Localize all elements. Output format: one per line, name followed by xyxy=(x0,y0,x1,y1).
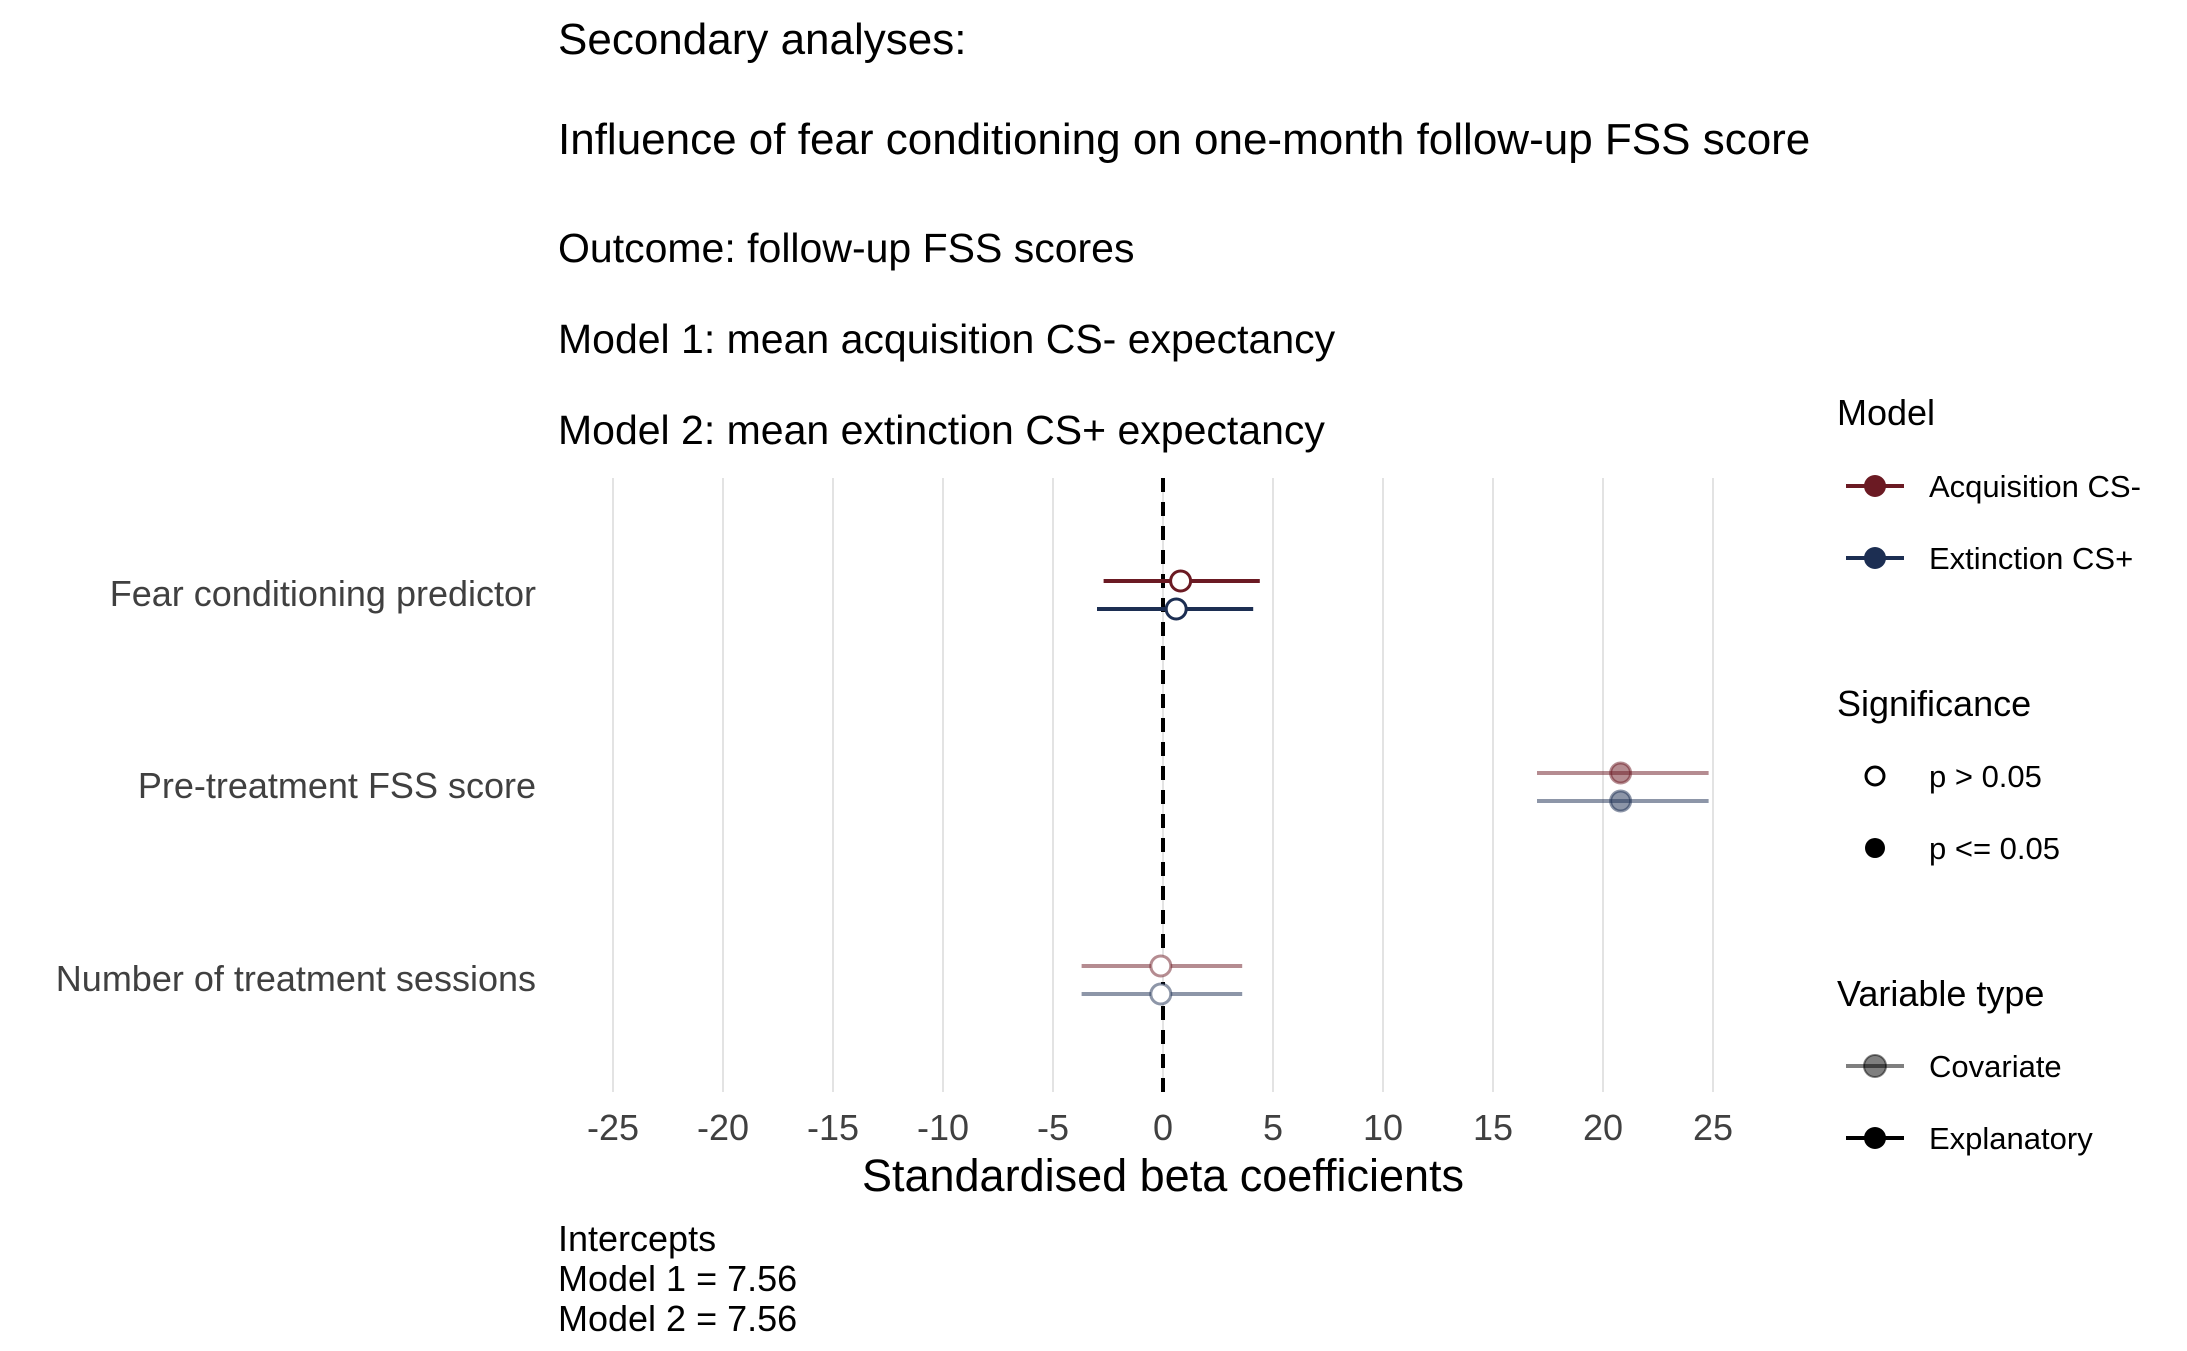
caption-intercept-model-1: Model 1 = 7.56 xyxy=(558,1258,797,1299)
x-tick-label: 20 xyxy=(1583,1107,1623,1148)
legend-variable-type: Variable type Covariate Explanatory xyxy=(1837,973,2093,1156)
legend-key-open-circle xyxy=(1864,765,1886,787)
subtitle-model-1: Model 1: mean acquisition CS- expectancy xyxy=(558,316,1336,362)
point-estimate-1-3 xyxy=(1149,954,1173,978)
chart-subtitle: Influence of fear conditioning on one-mo… xyxy=(558,115,1810,164)
point-estimate-2-3 xyxy=(1149,982,1173,1006)
x-tick-label: -20 xyxy=(697,1107,749,1148)
x-tick-label: 10 xyxy=(1363,1107,1403,1148)
legend-label-acquisition: Acquisition CS- xyxy=(1929,469,2141,504)
legend-key-filled-circle xyxy=(1865,838,1885,858)
legend-model-title: Model xyxy=(1837,392,1935,433)
legend-label-not-significant: p > 0.05 xyxy=(1929,759,2042,794)
legend-label-significant: p <= 0.05 xyxy=(1929,831,2060,866)
chart-title: Secondary analyses: xyxy=(558,15,966,64)
legend-key-dot-acquisition xyxy=(1864,475,1886,497)
subtitle-outcome: Outcome: follow-up FSS scores xyxy=(558,225,1134,271)
legend-label-covariate: Covariate xyxy=(1929,1049,2062,1084)
x-tick-label: -15 xyxy=(807,1107,859,1148)
x-tick-label: 0 xyxy=(1153,1107,1173,1148)
y-tick-label-fear-conditioning: Fear conditioning predictor xyxy=(110,573,536,614)
y-tick-label-treatment-sessions: Number of treatment sessions xyxy=(56,958,536,999)
x-tick-label: -5 xyxy=(1037,1107,1069,1148)
subtitle-model-2: Model 2: mean extinction CS+ expectancy xyxy=(558,407,1325,453)
plot-marks xyxy=(1081,569,1709,1006)
legend-significance: Significance p > 0.05 p <= 0.05 xyxy=(1837,683,2060,866)
point-estimate-2-1 xyxy=(1164,597,1188,621)
legend-label-extinction: Extinction CS+ xyxy=(1929,541,2133,576)
x-tick-label: 25 xyxy=(1693,1107,1733,1148)
x-axis-ticks: -25 -20 -15 -10 -5 0 5 10 15 20 25 xyxy=(587,1107,1733,1148)
legend-significance-title: Significance xyxy=(1837,683,2031,724)
legend-label-explanatory: Explanatory xyxy=(1929,1121,2093,1156)
legend-key-dot-extinction xyxy=(1864,547,1886,569)
x-tick-label: 5 xyxy=(1263,1107,1283,1148)
y-tick-label-pretreatment-fss: Pre-treatment FSS score xyxy=(138,765,536,806)
caption-intercept-model-2: Model 2 = 7.56 xyxy=(558,1298,797,1339)
caption-intercepts-heading: Intercepts xyxy=(558,1218,716,1259)
legend-key-dot-covariate xyxy=(1863,1054,1887,1078)
legend-key-dot-explanatory xyxy=(1864,1127,1886,1149)
x-tick-label: -10 xyxy=(917,1107,969,1148)
x-tick-label: 15 xyxy=(1473,1107,1513,1148)
x-axis-label: Standardised beta coefficients xyxy=(862,1150,1464,1201)
point-estimate-1-1 xyxy=(1169,569,1193,593)
legend-variable-type-title: Variable type xyxy=(1837,973,2044,1014)
x-tick-label: -25 xyxy=(587,1107,639,1148)
point-estimate-1-2 xyxy=(1609,761,1633,785)
point-estimate-2-2 xyxy=(1609,789,1633,813)
legend-model: Model Acquisition CS- Extinction CS+ xyxy=(1837,392,2141,576)
